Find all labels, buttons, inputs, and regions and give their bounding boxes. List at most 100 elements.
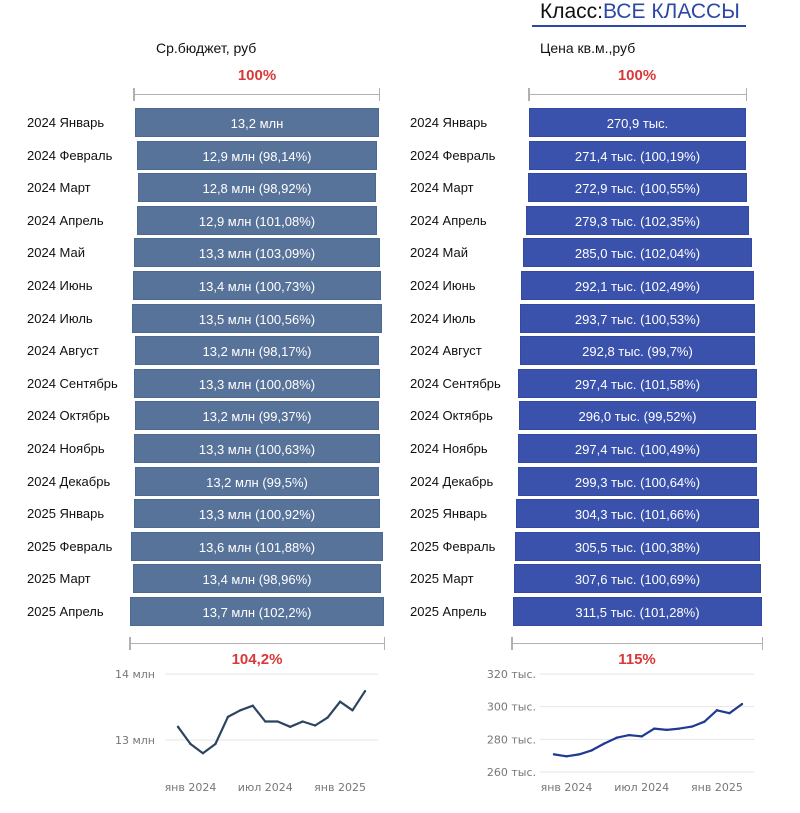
bar: 12,9 млн (98,14%) — [137, 140, 377, 170]
y-tick-label: 300 тыс. — [487, 701, 536, 714]
bar: 13,5 млн (100,56%) — [131, 303, 383, 333]
data-point — [653, 727, 656, 730]
y-tick-label: 13 млн — [115, 734, 155, 747]
right-line-chart: 260 тыс. 280 тыс. 300 тыс. 320 тыс. янв 2024… — [487, 668, 754, 794]
bar: 12,8 млн (98,92%) — [138, 173, 376, 203]
bar: 285,0 тыс. (102,04%) — [523, 238, 752, 268]
data-point — [602, 742, 606, 745]
data-point — [363, 689, 367, 693]
row-label: 2024 Ноябрь — [27, 441, 105, 456]
data-point — [313, 724, 317, 727]
data-point — [665, 728, 668, 732]
row-label: 2024 Апрель — [27, 212, 104, 228]
row-label: 2025 Апрель — [410, 604, 487, 619]
row-label: 2025 Март — [410, 571, 474, 587]
row-label: 2024 Сентябрь — [410, 375, 501, 391]
data-point — [690, 725, 694, 728]
right-top-bracket — [528, 88, 747, 101]
bar: 292,1 тыс. (102,49%) — [520, 271, 755, 300]
row-label: 2024 Август — [27, 343, 99, 359]
x-tick-label: янв 2024 — [165, 781, 217, 794]
row-label: 2024 Декабрь — [410, 473, 494, 489]
y-tick-label: 280 тыс. — [487, 733, 536, 746]
data-point — [289, 725, 292, 728]
data-point — [740, 702, 744, 706]
left-bottom-bracket — [129, 637, 385, 650]
x-tick-label: янв 2024 — [541, 781, 593, 794]
bar: 270,9 тыс. — [529, 108, 746, 137]
data-point — [201, 752, 205, 755]
data-point — [590, 749, 593, 752]
bar: 13,6 млн (101,88%) — [130, 531, 384, 561]
bar: 292,8 тыс. (99,7%) — [520, 336, 755, 366]
row-label: 2025 Март — [27, 571, 91, 587]
bar: 13,3 млн (100,63%) — [133, 434, 381, 463]
right-bottom-bracket — [511, 637, 763, 650]
bar: 297,4 тыс. (100,49%) — [518, 434, 757, 463]
row-label: 2024 Июнь — [410, 278, 476, 293]
bar: 271,4 тыс. (100,19%) — [528, 140, 747, 170]
series-line — [177, 690, 366, 755]
bar: 305,5 тыс. (100,38%) — [515, 531, 760, 561]
data-point — [326, 716, 329, 719]
left-column-title: Ср.бюджет, руб — [156, 40, 257, 56]
row-label: 2025 Апрель — [27, 604, 104, 619]
row-label: 2024 Январь — [27, 115, 105, 130]
row-label: 2024 Декабрь — [27, 473, 111, 489]
bar: 13,3 млн (100,08%) — [133, 368, 381, 398]
bar: 13,7 млн (102,2%) — [129, 597, 385, 626]
data-point — [678, 727, 681, 730]
data-point — [703, 720, 706, 723]
data-point — [189, 742, 192, 746]
row-label: 2024 Сентябрь — [27, 375, 118, 391]
data-point — [176, 725, 180, 728]
data-point — [628, 733, 631, 737]
data-point — [214, 742, 217, 746]
bar: 297,4 тыс. (101,58%) — [518, 368, 757, 398]
y-tick-label: 260 тыс. — [487, 766, 536, 779]
bar: 13,2 млн (99,37%) — [134, 401, 380, 431]
bar: 13,4 млн (98,96%) — [132, 564, 382, 594]
right-top-percent: 100% — [617, 67, 657, 84]
row-label: 2024 Июнь — [27, 278, 93, 293]
x-tick-label: июл 2024 — [238, 781, 293, 794]
bar: 13,2 млн — [134, 108, 380, 137]
row-label: 2024 Октябрь — [27, 408, 110, 424]
row-label: 2024 Июль — [410, 310, 476, 326]
row-label: 2025 Февраль — [410, 538, 496, 554]
class-filter[interactable]: Класс:ВСЕ КЛАССЫ — [540, 0, 740, 24]
data-point — [565, 755, 568, 758]
bar: 311,5 тыс. (101,28%) — [512, 597, 763, 626]
row-label: 2024 Февраль — [27, 147, 113, 163]
right-column-title: Цена кв.м.,руб — [540, 40, 636, 56]
bar: 12,9 млн (101,08%) — [137, 205, 377, 235]
data-point — [640, 735, 643, 738]
bar: 299,3 тыс. (100,64%) — [517, 466, 758, 496]
bar: 307,6 тыс. (100,69%) — [514, 564, 761, 594]
bar: 296,0 тыс. (99,52%) — [518, 401, 757, 431]
row-label: 2024 Август — [410, 343, 482, 359]
class-filter-underline — [532, 25, 746, 27]
bar: 272,9 тыс. (100,55%) — [528, 173, 747, 203]
left-line-chart: 13 млн 14 млн янв 2024 июл 2024 янв 2025 — [115, 668, 378, 794]
bar: 293,7 тыс. (100,53%) — [519, 303, 756, 333]
data-point — [338, 700, 342, 703]
series-line — [553, 703, 743, 758]
class-filter-label: Класс: — [540, 0, 603, 23]
row-label: 2024 Март — [27, 180, 91, 196]
class-filter-value[interactable]: ВСЕ КЛАССЫ — [603, 0, 740, 23]
bar: 279,3 тыс. (102,35%) — [525, 205, 750, 235]
row-label: 2024 Март — [410, 180, 474, 196]
row-label: 2024 Октябрь — [410, 408, 493, 424]
x-tick-label: июл 2024 — [614, 781, 669, 794]
row-label: 2025 Январь — [410, 506, 488, 522]
left-bottom-percent: 104,2% — [231, 651, 283, 668]
bar: 304,3 тыс. (101,66%) — [515, 499, 760, 529]
left-top-percent: 100% — [237, 67, 277, 84]
data-point — [615, 736, 618, 739]
data-point — [239, 709, 242, 712]
bar: 13,3 млн (100,92%) — [133, 499, 381, 529]
row-label: 2024 Февраль — [410, 147, 496, 163]
row-label: 2024 Апрель — [410, 212, 487, 228]
row-label: 2024 Май — [27, 245, 85, 261]
